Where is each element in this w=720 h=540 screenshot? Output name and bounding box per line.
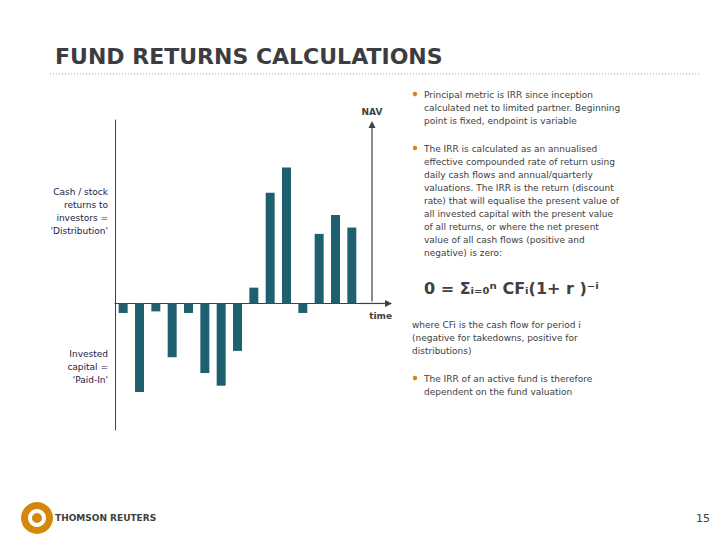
svg-text:negative) is zero:: negative) is zero: [424, 248, 502, 258]
svg-text:point is fixed, endpoint is va: point is fixed, endpoint is variable [424, 116, 577, 126]
svg-text:THOMSON REUTERS: THOMSON REUTERS [55, 513, 156, 523]
svg-text:time: time [369, 311, 392, 321]
svg-text:valuations. The IRR is the ret: valuations. The IRR is the return (disco… [424, 183, 614, 193]
svg-text:effective compounded rate of r: effective compounded rate of return usin… [424, 157, 615, 167]
svg-text:15: 15 [696, 512, 710, 525]
svg-text:dependent on the fund valuatio: dependent on the fund valuation [424, 387, 572, 397]
svg-text:0 = Σᵢ₌₀ⁿ CFᵢ(1+ r )⁻ⁱ: 0 = Σᵢ₌₀ⁿ CFᵢ(1+ r )⁻ⁱ [424, 279, 599, 298]
svg-text:'Paid-In': 'Paid-In' [73, 375, 108, 385]
svg-text:(negative for takedowns, posit: (negative for takedowns, positive for [412, 333, 578, 343]
svg-text:value of all cash flows (posit: value of all cash flows (positive and [424, 235, 585, 245]
svg-text:calculated net to limited part: calculated net to limited partner. Begin… [424, 103, 620, 113]
svg-text:Principal metric is IRR since: Principal metric is IRR since inception [424, 90, 593, 100]
svg-text:NAV: NAV [362, 107, 383, 117]
svg-text:Invested: Invested [69, 349, 108, 359]
svg-text:all invested capital with the: all invested capital with the present va… [424, 209, 614, 219]
svg-text:FUND RETURNS CALCULATIONS: FUND RETURNS CALCULATIONS [55, 44, 443, 69]
svg-text:daily cash flows and annual/qu: daily cash flows and annual/quarterly [424, 170, 594, 180]
svg-text:where CFi is the cash flow for: where CFi is the cash flow for period i [412, 320, 581, 330]
svg-text:capital =: capital = [67, 362, 108, 372]
svg-text:distributions): distributions) [412, 346, 472, 356]
svg-text:Cash / stock: Cash / stock [53, 187, 109, 197]
svg-text:The IRR is calculated as an an: The IRR is calculated as an annualised [423, 144, 597, 154]
svg-text:investors =: investors = [56, 213, 108, 223]
svg-text:rate) that will equalise the p: rate) that will equalise the present val… [424, 196, 620, 206]
svg-text:'Distribution': 'Distribution' [51, 226, 108, 236]
svg-text:of all returns, or where the n: of all returns, or where the net present [424, 222, 599, 232]
svg-text:The IRR of an active fund is t: The IRR of an active fund is therefore [423, 374, 593, 384]
svg-text:returns to: returns to [64, 200, 109, 210]
